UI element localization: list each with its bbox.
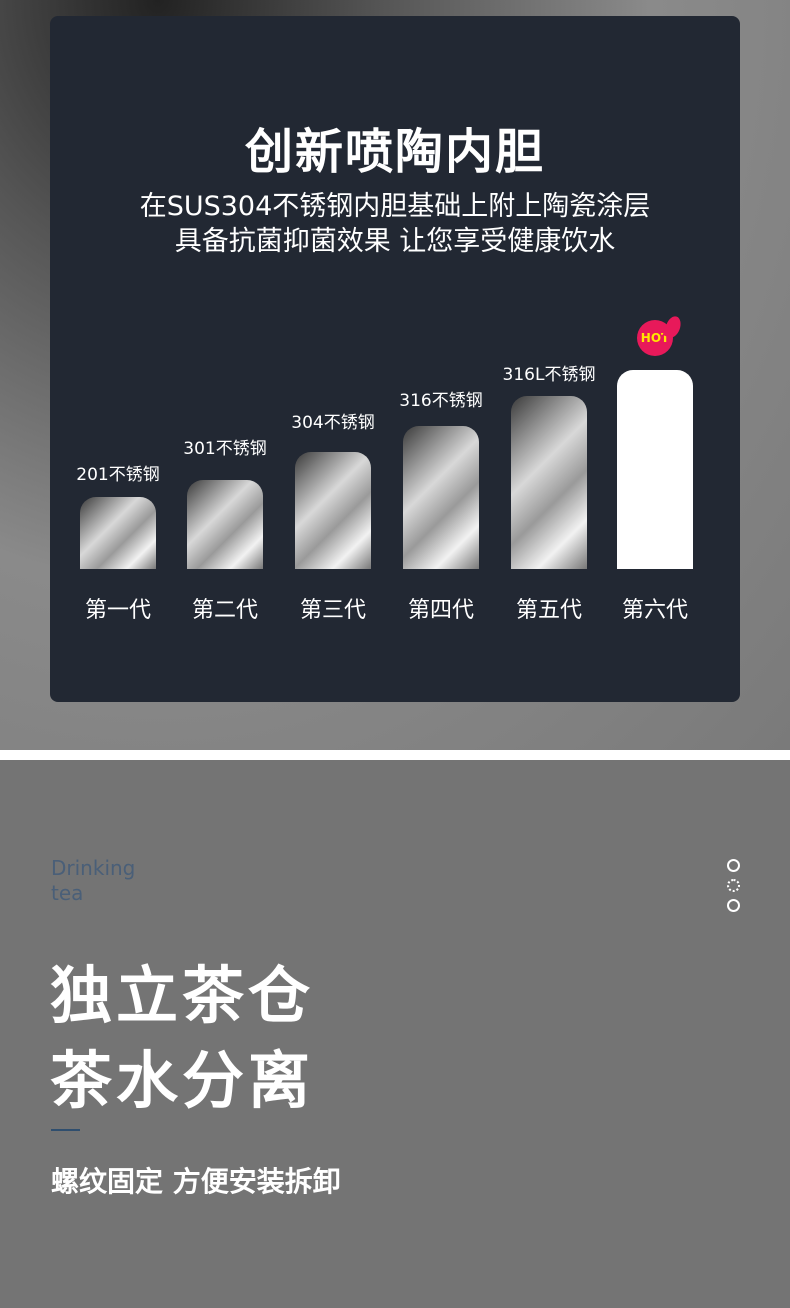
flame-icon <box>662 314 684 340</box>
liner-bar-gen1 <box>80 497 156 569</box>
liner-bar-gen2 <box>187 480 263 569</box>
generation-label: 第六代 <box>621 598 688 623</box>
liner-bar-gen6 <box>617 370 693 569</box>
generation-label: 第一代 <box>84 598 151 623</box>
panel-desc-1: 在SUS304不锈钢内胆基础上附上陶瓷涂层 <box>139 191 651 222</box>
material-label: 316不锈钢 <box>399 391 483 411</box>
circle-icon <box>727 899 740 912</box>
divider <box>51 1129 80 1131</box>
heading-line-1: 独立茶仓 <box>50 959 315 1032</box>
generation-label: 第二代 <box>191 598 258 623</box>
generation-label: 第四代 <box>407 598 474 623</box>
english-caption-2: tea <box>51 881 84 905</box>
liner-bar-gen5 <box>511 396 587 569</box>
liner-bar-gen3 <box>295 452 371 569</box>
tea-section <box>0 760 790 1308</box>
liner-bar-gen4 <box>403 426 479 569</box>
material-label: 316L不锈钢 <box>502 365 596 385</box>
material-label: 304不锈钢 <box>291 413 375 433</box>
english-caption-1: Drinking <box>51 856 136 880</box>
generation-label: 第五代 <box>515 598 582 623</box>
panel-desc-2: 具备抗菌抑菌效果 让您享受健康饮水 <box>174 226 616 257</box>
panel-title: 创新喷陶内胆 <box>244 124 545 180</box>
dotted-circle-icon <box>727 879 740 892</box>
generation-label: 第三代 <box>299 598 366 623</box>
heading-line-2: 茶水分离 <box>50 1044 315 1117</box>
material-label: 201不锈钢 <box>76 465 160 485</box>
subtitle: 螺纹固定 方便安装拆卸 <box>51 1165 341 1198</box>
circle-icon <box>727 859 740 872</box>
feature-panel: 创新喷陶内胆 在SUS304不锈钢内胆基础上附上陶瓷涂层 具备抗菌抑菌效果 让您… <box>50 16 740 702</box>
material-label: 301不锈钢 <box>183 439 267 459</box>
